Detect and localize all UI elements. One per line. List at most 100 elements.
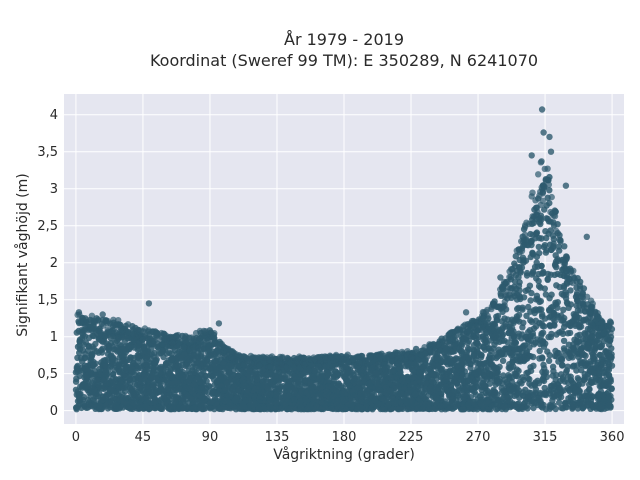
data-point [141, 373, 149, 380]
data-point [140, 388, 147, 396]
data-point [480, 344, 487, 351]
data-point [535, 277, 542, 285]
data-point [395, 405, 403, 413]
data-point [431, 405, 439, 412]
data-point [589, 393, 596, 400]
data-point [326, 377, 333, 384]
data-point [315, 390, 322, 398]
data-point [542, 291, 550, 298]
data-point [576, 399, 584, 406]
data-point [165, 379, 172, 387]
data-point [214, 377, 221, 385]
data-point [109, 382, 117, 389]
data-point [206, 365, 213, 372]
data-point [523, 370, 530, 377]
data-point [143, 399, 151, 406]
data-point [136, 404, 143, 412]
data-point [564, 330, 572, 337]
data-point [337, 403, 344, 411]
data-point [189, 405, 197, 412]
data-point [598, 404, 605, 411]
data-point [590, 344, 598, 351]
data-point [158, 404, 165, 411]
data-point [552, 405, 559, 413]
data-point [434, 362, 441, 369]
data-point [567, 376, 575, 384]
data-point [82, 339, 90, 346]
data-point [539, 355, 546, 362]
data-point [120, 357, 128, 364]
data-point [606, 337, 614, 345]
data-point [518, 380, 525, 387]
data-point [536, 347, 543, 355]
data-point [558, 317, 565, 324]
data-point [540, 323, 548, 330]
data-point [206, 383, 213, 391]
data-point [587, 358, 594, 365]
data-point [522, 334, 529, 341]
data-point [557, 371, 565, 378]
data-point [507, 363, 515, 370]
data-point [244, 388, 251, 396]
data-point [577, 347, 584, 354]
data-point [497, 349, 505, 356]
data-point [589, 332, 596, 340]
data-point [550, 310, 557, 317]
data-point [567, 301, 575, 308]
data-point [98, 346, 105, 354]
data-point [566, 386, 573, 393]
data-point [168, 356, 175, 363]
data-point [528, 271, 536, 278]
data-point [537, 284, 544, 291]
data-point [542, 390, 549, 398]
data-point [537, 215, 544, 222]
data-point [475, 367, 482, 374]
data-point [361, 390, 368, 398]
data-point [109, 371, 117, 378]
data-point [509, 385, 516, 393]
data-point [76, 338, 83, 345]
data-point [559, 362, 566, 369]
data-point [554, 270, 561, 278]
data-point [545, 333, 552, 341]
data-point [470, 351, 477, 358]
data-point [546, 322, 554, 329]
data-point [527, 297, 534, 304]
data-point [248, 380, 255, 387]
data-point [96, 371, 104, 378]
data-point [198, 371, 205, 378]
data-point [465, 377, 473, 384]
data-point [126, 375, 134, 382]
data-point [597, 343, 605, 350]
data-point [592, 378, 599, 385]
data-point [125, 342, 132, 350]
data-point [519, 405, 526, 413]
data-point [573, 367, 580, 374]
chart-subtitle: Koordinat (Sweref 99 TM): E 350289, N 62… [149, 51, 539, 70]
data-point [378, 395, 386, 402]
data-point [164, 385, 171, 393]
data-point [372, 369, 380, 377]
data-point [595, 396, 602, 403]
data-point [425, 365, 433, 373]
data-point [524, 375, 532, 382]
data-point [538, 262, 545, 270]
data-point [102, 368, 110, 375]
data-point [580, 285, 588, 292]
data-point [198, 355, 205, 363]
data-point [493, 316, 500, 323]
data-point [560, 306, 567, 313]
data-point [354, 405, 361, 413]
data-point [303, 389, 310, 396]
data-point [344, 368, 352, 375]
data-point [567, 287, 574, 294]
data-point [537, 389, 544, 397]
data-point [573, 362, 581, 369]
data-point [530, 404, 537, 412]
data-point [261, 381, 268, 388]
data-point [301, 369, 309, 376]
data-point [149, 374, 156, 382]
data-point [191, 356, 198, 363]
data-point [454, 401, 461, 408]
